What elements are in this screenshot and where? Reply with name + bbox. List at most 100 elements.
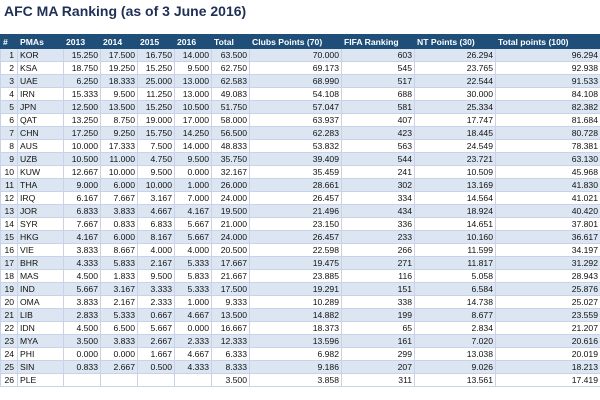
value-cell: 0.833 bbox=[100, 217, 138, 231]
value-cell: 92.938 bbox=[495, 61, 600, 75]
value-cell: 18.373 bbox=[249, 321, 342, 335]
value-cell: 19.291 bbox=[249, 282, 342, 296]
value-cell: 45.968 bbox=[495, 165, 600, 179]
value-cell: 3.833 bbox=[63, 243, 101, 257]
table-row: 12 IRQ 6.167 7.667 3.167 7.000 24.000 26.457 334… bbox=[0, 191, 600, 205]
table-row: 1 KOR 15.250 17.500 16.750 14.000 63.500 70.000… bbox=[0, 48, 600, 62]
value-cell: 9.250 bbox=[100, 126, 138, 140]
pma-cell: UAE bbox=[17, 74, 64, 88]
pma-cell: KOR bbox=[17, 48, 64, 62]
value-cell: 14.250 bbox=[174, 126, 212, 140]
value-cell: 6.833 bbox=[63, 204, 101, 218]
pma-cell: CHN bbox=[17, 126, 64, 140]
value-cell: 517 bbox=[341, 74, 415, 88]
value-cell: 15.250 bbox=[137, 100, 175, 114]
rank-cell: 8 bbox=[0, 139, 18, 153]
value-cell: 11.599 bbox=[414, 243, 496, 257]
value-cell: 62.583 bbox=[211, 74, 250, 88]
value-cell: 4.667 bbox=[137, 204, 175, 218]
rank-cell: 4 bbox=[0, 87, 18, 101]
ranking-table-container: # PMAs 2013 2014 2015 2016 Total Clubs Points (… bbox=[0, 34, 600, 387]
value-cell: 78.381 bbox=[495, 139, 600, 153]
pma-cell: PLE bbox=[17, 373, 64, 387]
value-cell: 7.000 bbox=[174, 191, 212, 205]
value-cell: 54.108 bbox=[249, 87, 342, 101]
value-cell: 302 bbox=[341, 178, 415, 192]
table-row: 14 SYR 7.667 0.833 6.833 5.667 21.000 23.150 336… bbox=[0, 217, 600, 231]
table-row: 13 JOR 6.833 3.833 4.667 4.167 19.500 21.496 434… bbox=[0, 204, 600, 218]
value-cell: 15.750 bbox=[137, 126, 175, 140]
value-cell: 0.000 bbox=[100, 347, 138, 361]
value-cell: 4.667 bbox=[174, 347, 212, 361]
rank-cell: 17 bbox=[0, 256, 18, 270]
value-cell: 407 bbox=[341, 113, 415, 127]
value-cell: 17.500 bbox=[211, 282, 250, 296]
value-cell: 4.333 bbox=[63, 256, 101, 270]
rank-cell: 13 bbox=[0, 204, 18, 218]
table-row: 4 IRN 15.333 9.500 11.250 13.000 49.083 54.108 6… bbox=[0, 87, 600, 101]
table-row: 26 PLE 3.500 3.858 311 13.561 17.419 bbox=[0, 373, 600, 387]
value-cell: 5.833 bbox=[174, 269, 212, 283]
value-cell: 545 bbox=[341, 61, 415, 75]
value-cell: 13.500 bbox=[100, 100, 138, 114]
value-cell: 80.728 bbox=[495, 126, 600, 140]
pma-cell: KSA bbox=[17, 61, 64, 75]
value-cell: 17.747 bbox=[414, 113, 496, 127]
rank-cell: 21 bbox=[0, 308, 18, 322]
table-row: 24 PHI 0.000 0.000 1.667 4.667 6.333 6.982 299 13… bbox=[0, 347, 600, 361]
pma-cell: PHI bbox=[17, 347, 64, 361]
rank-cell: 24 bbox=[0, 347, 18, 361]
value-cell: 5.333 bbox=[174, 256, 212, 270]
value-cell: 16.750 bbox=[137, 48, 175, 62]
value-cell: 6.333 bbox=[211, 347, 250, 361]
value-cell: 32.167 bbox=[211, 165, 250, 179]
value-cell: 6.833 bbox=[137, 217, 175, 231]
column-header: # bbox=[0, 34, 18, 49]
table-row: 19 IND 5.667 3.167 3.333 5.333 17.500 19.291 151… bbox=[0, 282, 600, 296]
value-cell: 84.108 bbox=[495, 87, 600, 101]
value-cell: 25.334 bbox=[414, 100, 496, 114]
pma-cell: MAS bbox=[17, 269, 64, 283]
value-cell: 25.876 bbox=[495, 282, 600, 296]
value-cell: 35.750 bbox=[211, 152, 250, 166]
pma-cell: IRQ bbox=[17, 191, 64, 205]
value-cell: 13.169 bbox=[414, 178, 496, 192]
value-cell: 63.130 bbox=[495, 152, 600, 166]
value-cell: 6.167 bbox=[63, 191, 101, 205]
rank-cell: 11 bbox=[0, 178, 18, 192]
value-cell: 19.250 bbox=[100, 61, 138, 75]
value-cell: 116 bbox=[341, 269, 415, 283]
value-cell: 15.333 bbox=[63, 87, 101, 101]
table-row: 7 CHN 17.250 9.250 15.750 14.250 56.500 62.283 4… bbox=[0, 126, 600, 140]
value-cell: 4.667 bbox=[174, 308, 212, 322]
value-cell: 14.651 bbox=[414, 217, 496, 231]
value-cell: 6.000 bbox=[100, 178, 138, 192]
value-cell: 19.475 bbox=[249, 256, 342, 270]
value-cell: 96.294 bbox=[495, 48, 600, 62]
value-cell: 8.167 bbox=[137, 230, 175, 244]
value-cell: 26.000 bbox=[211, 178, 250, 192]
value-cell: 26.294 bbox=[414, 48, 496, 62]
value-cell: 0.000 bbox=[174, 165, 212, 179]
pma-cell: BHR bbox=[17, 256, 64, 270]
value-cell: 17.000 bbox=[174, 113, 212, 127]
rank-cell: 22 bbox=[0, 321, 18, 335]
value-cell: 4.167 bbox=[63, 230, 101, 244]
pma-cell: UZB bbox=[17, 152, 64, 166]
value-cell: 14.564 bbox=[414, 191, 496, 205]
value-cell bbox=[63, 373, 101, 387]
table-row: 15 HKG 4.167 6.000 8.167 5.667 24.000 26.457 233… bbox=[0, 230, 600, 244]
table-row: 11 THA 9.000 6.000 10.000 1.000 26.000 28.661 30… bbox=[0, 178, 600, 192]
value-cell: 13.250 bbox=[63, 113, 101, 127]
table-row: 6 QAT 13.250 8.750 19.000 17.000 58.000 63.937 4… bbox=[0, 113, 600, 127]
value-cell: 10.500 bbox=[174, 100, 212, 114]
header-row: # PMAs 2013 2014 2015 2016 Total Clubs Points (… bbox=[0, 34, 600, 49]
value-cell: 2.333 bbox=[174, 334, 212, 348]
value-cell: 0.000 bbox=[63, 347, 101, 361]
column-header: Total points (100) bbox=[495, 34, 600, 49]
rank-cell: 23 bbox=[0, 334, 18, 348]
value-cell: 10.289 bbox=[249, 295, 342, 309]
value-cell: 63.500 bbox=[211, 48, 250, 62]
value-cell: 423 bbox=[341, 126, 415, 140]
value-cell: 24.549 bbox=[414, 139, 496, 153]
